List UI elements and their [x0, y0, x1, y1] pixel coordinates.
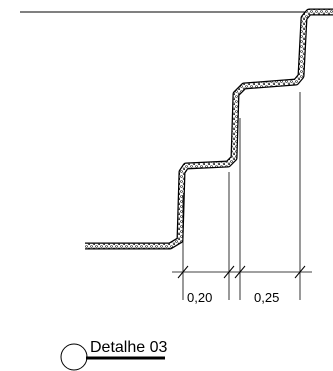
dimension-label-1: 0,20 [187, 290, 212, 305]
stair-profile-hatch [85, 9, 333, 249]
dimension-tick-4 [294, 265, 306, 279]
dimension-tick-3 [234, 265, 246, 279]
stair-profile-outline [85, 8, 333, 250]
dimension-tick-1 [177, 265, 189, 279]
dimension-tick-2 [223, 265, 235, 279]
detail-callout-circle [60, 343, 88, 371]
dimension-label-2: 0,25 [254, 290, 279, 305]
detail-title: Detalhe 03 [90, 339, 167, 356]
